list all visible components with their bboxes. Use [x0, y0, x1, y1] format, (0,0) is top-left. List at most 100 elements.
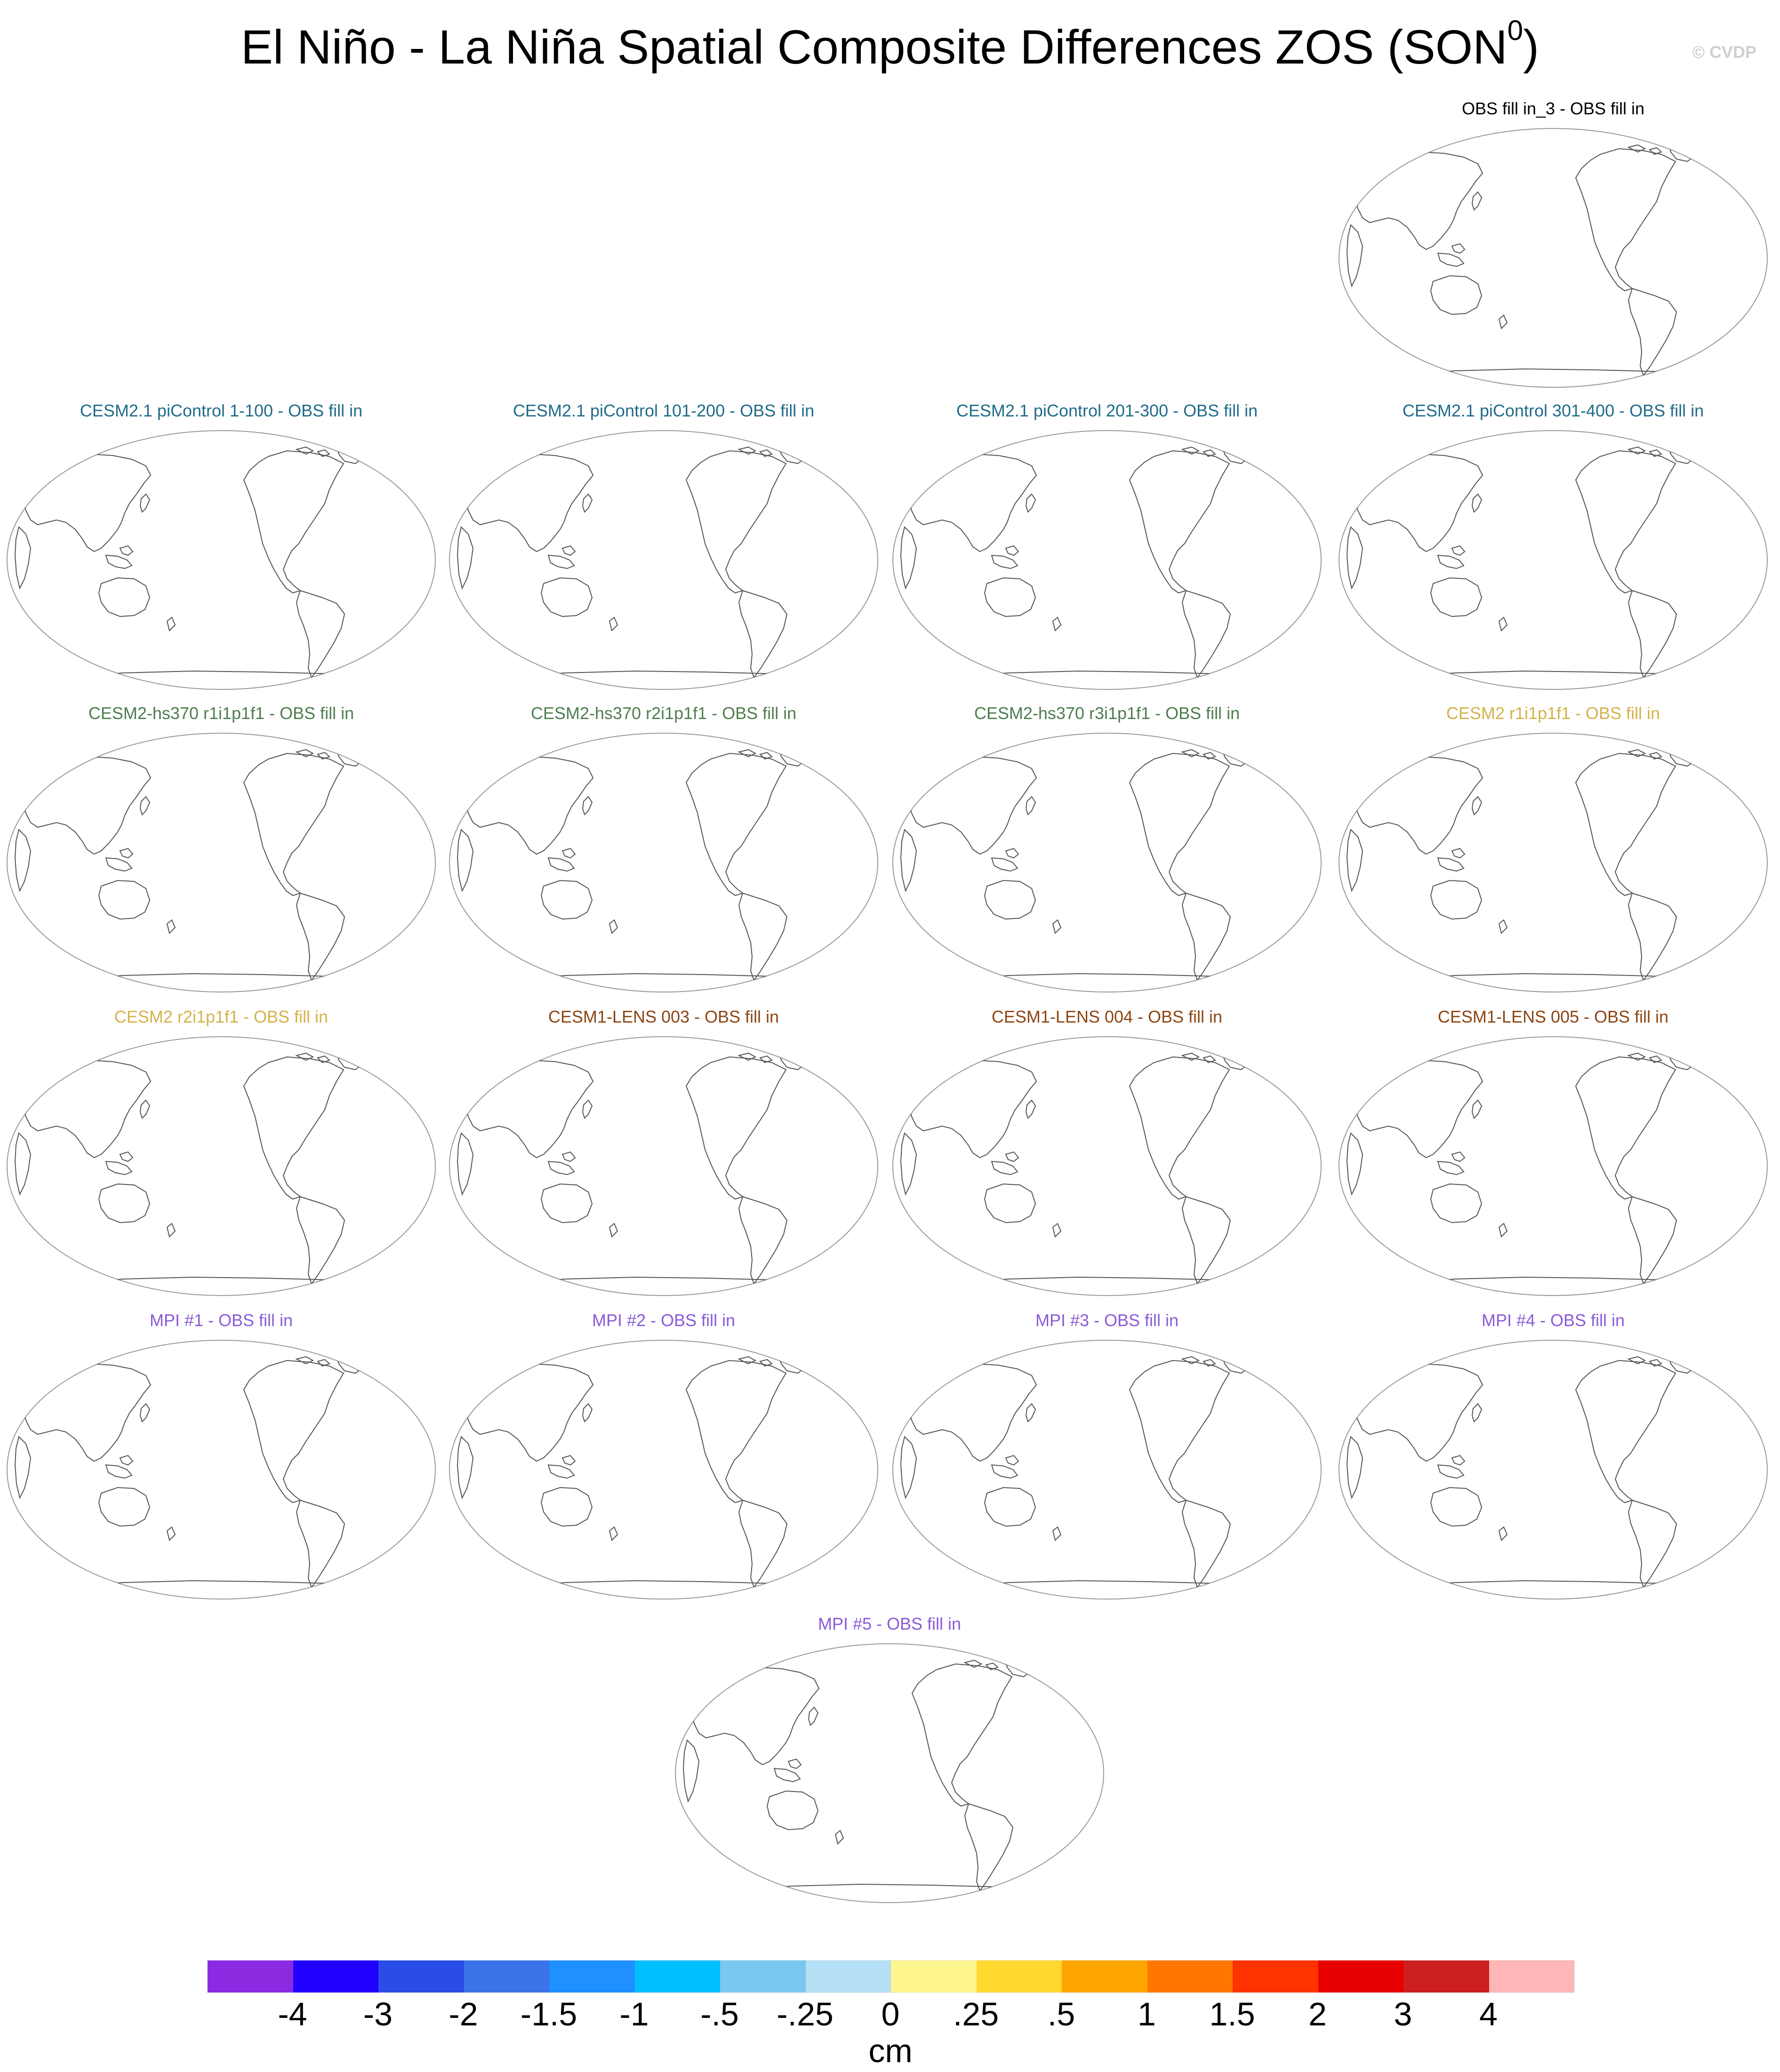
coastline: [1129, 450, 1230, 594]
coastline: [317, 752, 330, 760]
coastline: [911, 1663, 1013, 1807]
coastline: [457, 1436, 474, 1499]
coastline: [964, 1803, 1014, 1892]
coastline: [1181, 1052, 1200, 1061]
coastline: [685, 752, 787, 896]
coastline: [738, 446, 757, 455]
coastlines: [900, 1352, 1267, 1589]
coastline: [1437, 554, 1465, 569]
coastline: [98, 577, 151, 617]
colorbar-swatch: [293, 1960, 378, 1992]
coastline: [906, 1059, 1037, 1159]
coastline: [1437, 1464, 1465, 1479]
coastline: [1575, 752, 1676, 896]
coastline: [98, 880, 151, 920]
coastline: [463, 453, 594, 552]
coastline: [296, 1499, 345, 1589]
coastline: [582, 1099, 593, 1119]
coastline: [759, 1055, 773, 1064]
coastline: [1052, 616, 1062, 632]
coastline: [963, 1659, 983, 1668]
coastline: [1668, 1352, 1700, 1374]
coastline: [119, 545, 134, 556]
coastline: [906, 756, 1037, 855]
coastline: [1668, 1048, 1700, 1071]
panel-title: CESM2-hs370 r2i1p1f1 - OBS fill in: [530, 704, 797, 723]
coastline: [70, 670, 382, 678]
colorbar-swatch: [1489, 1960, 1574, 1992]
world-map: [449, 733, 878, 992]
coastline: [1575, 148, 1676, 292]
coastlines: [457, 1048, 824, 1285]
coastline: [513, 973, 824, 981]
coastline: [985, 1662, 999, 1671]
coastline: [1575, 1056, 1676, 1200]
coastline: [956, 1580, 1267, 1588]
coastline: [1668, 745, 1700, 767]
coastline: [1471, 493, 1483, 513]
coastline: [1402, 368, 1714, 376]
coastline: [1052, 1526, 1062, 1541]
coastline: [1181, 590, 1231, 679]
colorbar-tick-label: -1: [619, 1996, 649, 2032]
coastline: [984, 1487, 1036, 1527]
colorbar-swatch: [1062, 1960, 1147, 1992]
coastline: [296, 1196, 345, 1285]
coastline: [984, 880, 1036, 920]
map-border: [1339, 733, 1768, 992]
coastline: [561, 545, 576, 556]
coastline: [139, 796, 151, 816]
panel-title: MPI #3 - OBS fill in: [1035, 1311, 1179, 1330]
coastline: [1575, 1360, 1676, 1504]
coastline: [457, 829, 474, 892]
coastline: [98, 1487, 151, 1527]
coastline: [900, 526, 917, 590]
coastline: [834, 1830, 844, 1845]
coastline: [243, 752, 345, 896]
coastline: [105, 1160, 133, 1176]
coastline: [540, 1487, 593, 1527]
coastline: [139, 493, 151, 513]
map-panel-cesm1-lens-003: CESM1-LENS 003 - OBS fill in: [442, 1007, 885, 1336]
coastline: [1498, 314, 1508, 329]
coastline: [1402, 1276, 1714, 1284]
coastlines: [457, 442, 824, 679]
coastline: [561, 848, 576, 859]
coastline: [1627, 749, 1646, 758]
coastline: [1352, 756, 1483, 855]
coastline: [336, 1352, 368, 1374]
coastline: [1471, 796, 1483, 816]
map-border: [892, 1340, 1322, 1600]
map-panel-cesm1-lens-005: CESM1-LENS 005 - OBS fill in: [1332, 1007, 1774, 1336]
coastlines: [900, 745, 1267, 982]
colorbar-swatch: [464, 1960, 549, 1992]
coastline: [1451, 848, 1466, 859]
map-border: [7, 733, 436, 992]
coastline: [1203, 1055, 1216, 1064]
map-panel-mpi-3: MPI #3 - OBS fill in: [886, 1311, 1328, 1640]
colorbar-swatch: [720, 1960, 806, 1992]
coastline: [166, 616, 176, 632]
coastline: [766, 1790, 819, 1831]
coastline: [582, 493, 593, 513]
world-map: [892, 430, 1322, 690]
panel-title: CESM1-LENS 004 - OBS fill in: [991, 1007, 1223, 1026]
coastline: [1181, 892, 1231, 982]
coastline: [513, 670, 824, 678]
coastline: [457, 1132, 474, 1196]
coastline: [1471, 191, 1483, 211]
coastline: [582, 796, 593, 816]
coastline: [243, 1056, 345, 1200]
coastline: [778, 1352, 810, 1374]
map-border: [892, 733, 1322, 992]
coastline: [1649, 147, 1662, 155]
coastline: [1430, 577, 1483, 617]
colorbar-tick-label: 1: [1138, 1996, 1156, 2032]
map-panel-cesm2-hs370-3: CESM2-hs370 r3i1p1f1 - OBS fill in: [886, 704, 1328, 1033]
coastline: [778, 1048, 810, 1071]
coastline: [295, 749, 314, 758]
coastline: [1437, 1160, 1465, 1176]
coastline: [1005, 1151, 1019, 1162]
panel-title: MPI #5 - OBS fill in: [818, 1614, 962, 1633]
coastline: [1005, 1455, 1019, 1466]
